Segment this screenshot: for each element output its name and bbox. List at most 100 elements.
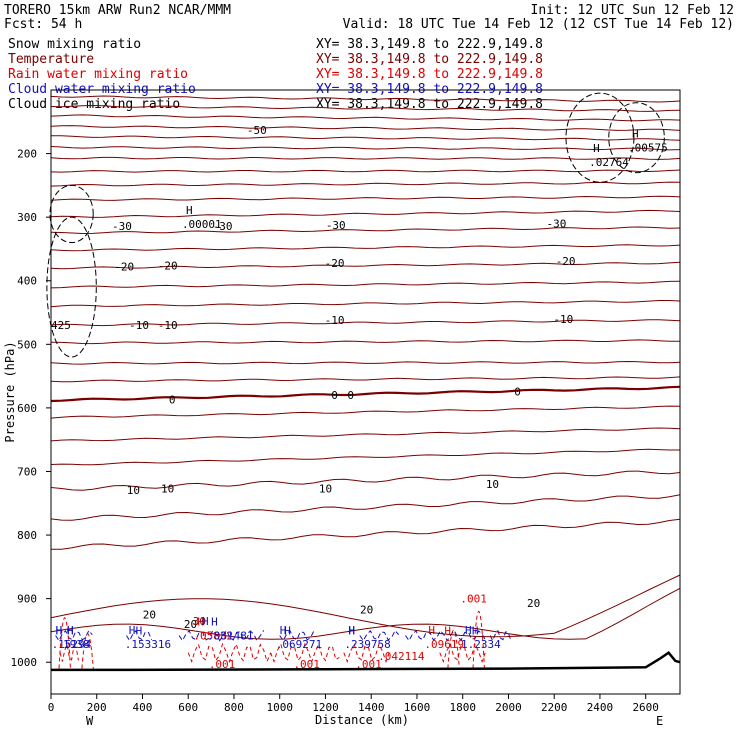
isotherm-line: [50, 135, 681, 141]
isotherm-line: [50, 181, 681, 187]
high-marker: H: [465, 624, 472, 637]
field-label: .001: [460, 593, 487, 606]
y-tick-label: 200: [17, 148, 37, 161]
end-label-west: W: [86, 714, 94, 728]
temperature-label: 10: [486, 478, 499, 491]
field-label: .001: [293, 658, 320, 671]
isotherm-line: [50, 427, 681, 442]
cloud-water-contour: [405, 629, 487, 642]
temperature-label: 20: [143, 609, 156, 622]
cloud-water-contour: [279, 629, 315, 642]
temperature-label: -30: [326, 219, 346, 232]
cloud-water-contour: [359, 629, 400, 642]
isotherm-line: [50, 385, 681, 403]
header-valid: Valid: 18 UTC Tue 14 Feb 12 (12 CST Tue …: [343, 17, 734, 32]
high-marker: H: [280, 624, 287, 637]
legend-xy: XY= 38.3,149.8 to 222.9,149.8: [316, 52, 543, 67]
x-tick-label: 0: [48, 701, 55, 714]
cloud-water-contour: [178, 629, 265, 642]
isotherm-line: [50, 261, 681, 270]
high-value: .02764: [589, 156, 629, 169]
terrain-line: [50, 651, 681, 672]
x-tick-label: 400: [133, 701, 153, 714]
temperature-label: 20: [184, 618, 197, 631]
temperature-label: 20: [360, 603, 373, 616]
isotherm-line: [50, 209, 681, 218]
high-value: .00575: [628, 141, 668, 154]
isotherm-lines: [50, 95, 681, 550]
end-label-east: E: [656, 714, 663, 728]
terrain-line: [50, 651, 681, 672]
temperature-label: -50: [247, 124, 267, 137]
field-label: H: [56, 624, 63, 637]
field-label: H: [444, 624, 451, 637]
isotherm-line: [50, 95, 681, 103]
y-tick-label: 700: [17, 465, 37, 478]
legend: Snow mixing ratio XY= 38.3,149.8 to 222.9…: [8, 37, 543, 112]
ice-contour: [565, 92, 635, 183]
rain-spike: [81, 633, 94, 669]
y-tick-label: 400: [17, 275, 37, 288]
field-label: H: [202, 615, 209, 628]
temperature-label: -20: [114, 261, 134, 274]
high-value: .09619: [424, 638, 464, 651]
x-tick-label: 1600: [404, 701, 431, 714]
rain-spike: [472, 611, 485, 669]
high-value: .153316: [125, 638, 171, 651]
isotherm-line: [50, 300, 681, 308]
y-tick-label: 800: [17, 529, 37, 542]
ice-contour: [49, 184, 94, 244]
high-marker: H: [211, 616, 218, 629]
isotherm-line: [50, 470, 681, 491]
field-label: H: [348, 624, 355, 637]
temperature-label: 0: [514, 385, 521, 398]
y-tick-label: 600: [17, 402, 37, 415]
temperature-label: -30: [112, 220, 132, 233]
field-label: H: [67, 624, 74, 637]
temperature-label: 20: [527, 597, 540, 610]
cloud-water-contour: [489, 629, 512, 642]
isotherm-line: [50, 587, 681, 640]
rain-contour: [270, 642, 340, 664]
isotherm-line: [50, 104, 681, 112]
isotherm-line: [50, 494, 681, 521]
temperature-label: -20: [158, 259, 178, 272]
y-tick-label: 1000: [11, 656, 38, 669]
high-value: .00001: [182, 218, 222, 231]
cloud-water-contour: [126, 629, 153, 642]
high-marker: H: [632, 127, 639, 140]
rain-contour: [59, 642, 79, 662]
field-label: .001: [355, 658, 382, 671]
ice-contour: [608, 102, 665, 174]
high-value: .069271: [276, 638, 322, 651]
isotherm-line: [50, 280, 681, 289]
isotherm-line: [51, 518, 681, 550]
temperature-label: 0: [331, 389, 338, 402]
y-tick-label: 500: [17, 338, 37, 351]
isotherm-line: [50, 244, 681, 252]
isotherm-line: [50, 226, 681, 235]
high-value: 1938: [63, 638, 90, 651]
rain-contour: [439, 642, 487, 664]
legend-name: Cloud ice mixing ratio: [8, 97, 180, 112]
header-model: TORERO 15km ARW Run2 NCAR/MMM: [4, 3, 231, 18]
rain-contour: [343, 642, 390, 664]
high-marker: H: [348, 624, 355, 637]
moisture-fields: [46, 92, 681, 669]
isotherm-line: [50, 114, 681, 122]
high-value: .05832: [193, 630, 233, 643]
high-marker: H: [428, 624, 435, 637]
high-value: .239758: [344, 638, 390, 651]
temperature-label: -10: [325, 314, 345, 327]
legend-xy: XY= 38.3,149.8 to 222.9,149.8: [316, 67, 543, 82]
isotherm-line: [50, 360, 681, 365]
field-label: H: [472, 624, 479, 637]
isotherm-line: [50, 169, 681, 173]
header-init: Init: 12 UTC Sun 12 Feb 12: [531, 3, 735, 18]
contour-labels: -50 -30 -30 -30 -30 -20 -20 -20 -20 -10 -10 -10 -10 0…: [51, 124, 668, 671]
ice-contour: [46, 216, 97, 358]
x-tick-label: 1000: [266, 701, 293, 714]
high-marker: H: [67, 624, 74, 637]
isotherm-line: [50, 146, 681, 151]
